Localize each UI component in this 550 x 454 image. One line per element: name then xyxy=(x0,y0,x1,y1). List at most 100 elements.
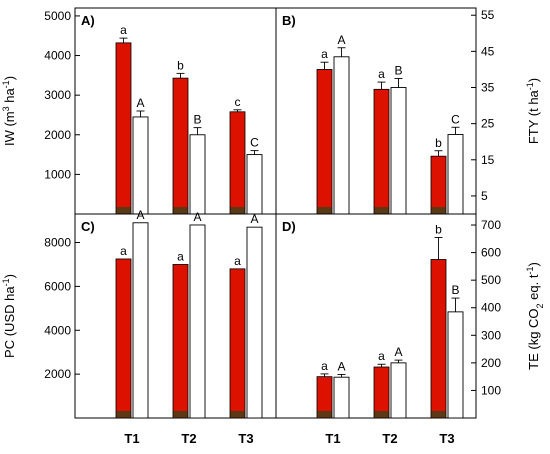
y-tick-label: 100 xyxy=(481,383,501,397)
bar-base-shade xyxy=(317,207,332,214)
y-tick-label: 400 xyxy=(481,301,501,315)
significance-letter: a xyxy=(378,67,385,81)
y-tick-label: 600 xyxy=(481,246,501,260)
y-tick-label: 2000 xyxy=(44,367,71,381)
x-category-label: T3 xyxy=(439,431,454,446)
significance-letter: A xyxy=(394,345,402,359)
significance-letter: c xyxy=(235,95,241,109)
y-axis-title: IW (m3 ha-1) xyxy=(1,76,17,146)
significance-letter: b xyxy=(435,222,442,236)
bar-base-shade xyxy=(230,411,245,418)
panel-letter: C) xyxy=(81,219,95,234)
bar-base-shade xyxy=(173,411,188,418)
y-axis-title-part: ha xyxy=(2,88,17,107)
significance-letter: b xyxy=(435,136,442,150)
bar-t1-white xyxy=(333,376,350,419)
y-tick-label: 15 xyxy=(481,153,495,167)
panel-letter: B) xyxy=(282,13,296,28)
significance-letter: a xyxy=(321,47,328,61)
x-category-label: T1 xyxy=(325,431,340,446)
bar-base-shade xyxy=(116,207,131,214)
y-tick-label: 700 xyxy=(481,218,501,232)
bar-t1-white xyxy=(132,116,149,215)
bar-base-shade xyxy=(374,207,389,214)
y-tick-label: 2000 xyxy=(44,128,71,142)
y-axis-title-part: FTY (t ha xyxy=(526,89,541,144)
significance-letter: A xyxy=(136,208,144,222)
bar-t3-white xyxy=(246,154,263,215)
y-axis-title-part: ) xyxy=(526,262,541,266)
significance-letter: A xyxy=(337,359,345,373)
significance-letter: a xyxy=(234,254,241,268)
y-axis-title-part: 3 xyxy=(1,106,11,111)
y-tick-label: 25 xyxy=(481,117,495,131)
panel-c: C) 2000 4000 6000 8000 PC (USD ha-1) a Aa Aa A xyxy=(1,208,277,419)
significance-letter: B xyxy=(193,113,201,127)
significance-letter: C xyxy=(250,136,259,150)
bar-t3-red xyxy=(229,111,246,215)
bar-t3-white xyxy=(246,226,263,419)
significance-letter: A xyxy=(193,210,201,224)
y-tick-label: 4000 xyxy=(44,49,71,63)
bar-base-shade xyxy=(116,411,131,418)
panel-d: D) 100 200 300 400 500 600 700 TE (kg CO2 eq. t-… xyxy=(275,213,545,419)
panel-letter: A) xyxy=(81,13,95,28)
bar-base-shade xyxy=(230,207,245,214)
bar-t3-red xyxy=(430,259,447,419)
y-tick-label: 3000 xyxy=(44,88,71,102)
y-tick-label: 45 xyxy=(481,44,495,58)
panel-letter: D) xyxy=(282,219,296,234)
bar-t3-white xyxy=(447,134,464,215)
y-axis-title: FTY (t ha-1) xyxy=(525,78,541,144)
panel-a: A) 1000 2000 3000 4000 5000 IW (m3 ha-1) a Ab Bc C xyxy=(1,7,277,215)
significance-letter: A xyxy=(136,96,144,110)
y-tick-label: 200 xyxy=(481,356,501,370)
x-category-label: T2 xyxy=(382,431,397,446)
bar-t1-white xyxy=(132,222,149,419)
bar-t1-red xyxy=(316,69,333,215)
x-category-label: T3 xyxy=(238,431,253,446)
y-tick-label: 6000 xyxy=(44,279,71,293)
bar-t2-white xyxy=(189,224,206,419)
y-axis-title-part: -1 xyxy=(525,82,535,90)
y-tick-label: 55 xyxy=(481,8,495,22)
bar-t3-red xyxy=(229,268,246,419)
bar-t2-white xyxy=(189,134,206,215)
bar-base-shade xyxy=(317,411,332,418)
significance-letter: C xyxy=(451,112,460,126)
bar-t2-white xyxy=(390,87,407,215)
y-axis-title-part: ) xyxy=(526,78,541,82)
y-axis-title-part: -1 xyxy=(1,80,11,88)
bar-t2-red xyxy=(172,77,189,215)
significance-letter: a xyxy=(177,249,184,263)
significance-letter: A xyxy=(337,33,345,47)
significance-letter: a xyxy=(321,359,328,373)
bar-base-shade xyxy=(431,411,446,418)
bar-t1-red xyxy=(115,42,132,215)
y-axis-title: PC (USD ha-1) xyxy=(1,274,17,358)
significance-letter: B xyxy=(451,283,459,297)
y-axis-title-part: TE (kg CO xyxy=(526,308,541,369)
y-axis-title-part: ) xyxy=(2,76,17,80)
y-axis-title-part: -1 xyxy=(525,266,535,274)
y-axis-title: TE (kg CO2 eq. t-1) xyxy=(525,262,545,370)
y-axis-title-part: eq. t xyxy=(526,274,541,303)
y-axis-title-part: 2 xyxy=(535,303,545,308)
x-category-label: T1 xyxy=(124,431,139,446)
y-axis-title-part: PC (USD ha xyxy=(2,286,17,358)
bar-t2-red xyxy=(373,88,390,215)
y-axis-title-part: ) xyxy=(2,274,17,278)
significance-letter: B xyxy=(394,63,402,77)
bar-t2-red xyxy=(373,366,390,419)
y-tick-label: 1000 xyxy=(44,167,71,181)
y-tick-label: 4000 xyxy=(44,323,71,337)
y-tick-label: 35 xyxy=(481,81,495,95)
y-tick-label: 500 xyxy=(481,273,501,287)
significance-letter: a xyxy=(378,349,385,363)
x-category-label: T2 xyxy=(181,431,196,446)
y-tick-label: 5000 xyxy=(44,9,71,23)
bar-base-shade xyxy=(431,207,446,214)
